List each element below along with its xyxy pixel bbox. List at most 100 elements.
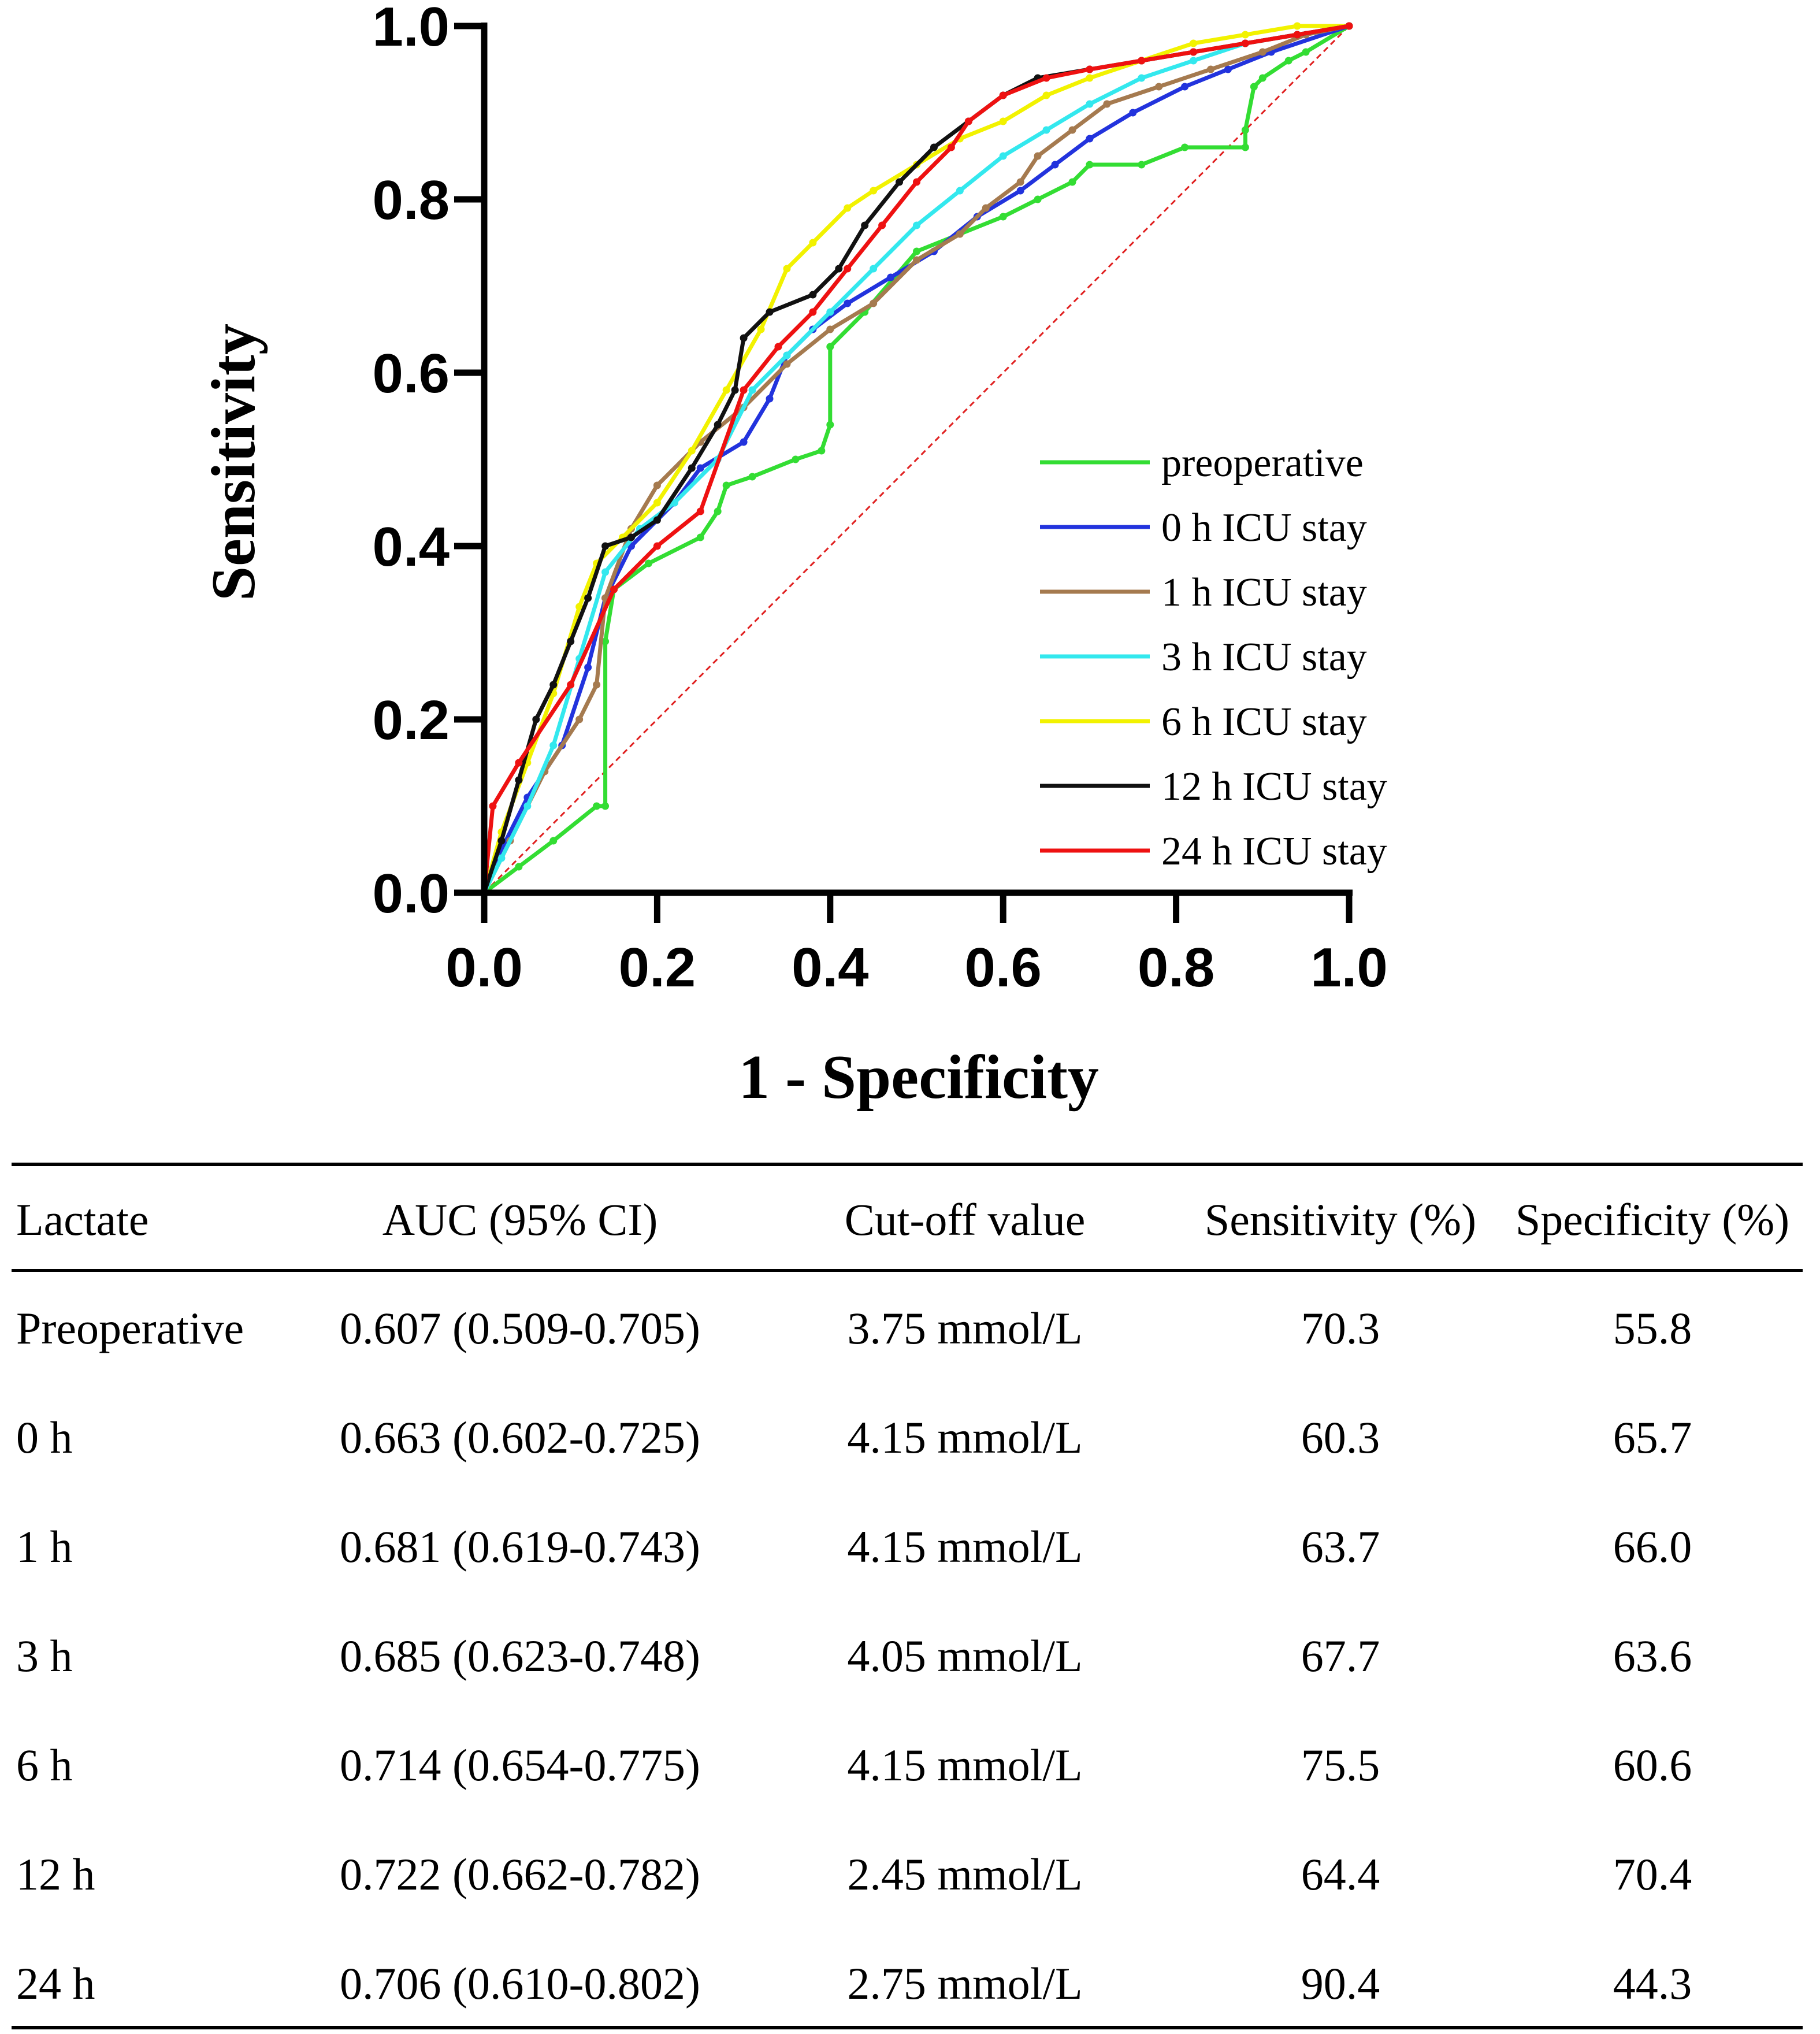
series-4-point bbox=[956, 187, 964, 195]
series-3-point bbox=[783, 360, 791, 368]
series-6-point bbox=[497, 837, 506, 845]
series-6-point bbox=[740, 334, 748, 342]
column-header: Lactate bbox=[16, 1194, 149, 1245]
series-2-point bbox=[1224, 65, 1232, 73]
series-6-point bbox=[766, 308, 774, 316]
series-6-point bbox=[549, 681, 558, 689]
series-5-point bbox=[575, 603, 584, 611]
series-3-point bbox=[982, 204, 990, 212]
series-layer bbox=[480, 22, 1353, 897]
series-5-point bbox=[870, 187, 878, 195]
series-2-point bbox=[584, 663, 592, 671]
series-5-point bbox=[783, 265, 791, 273]
series-3-point bbox=[913, 256, 920, 264]
y-tick-label: 0.4 bbox=[373, 516, 450, 578]
table-cell: 0.722 (0.662-0.782) bbox=[340, 1849, 700, 1899]
series-7-point bbox=[999, 91, 1007, 99]
series-1-point bbox=[714, 507, 722, 515]
series-7-point bbox=[740, 386, 748, 394]
y-tick-label: 1.0 bbox=[373, 0, 450, 58]
series-1-point bbox=[1241, 143, 1249, 151]
series-7-point bbox=[878, 221, 886, 229]
series-7-point bbox=[653, 542, 661, 550]
series-7-point bbox=[1042, 74, 1050, 82]
series-6-point bbox=[809, 291, 817, 299]
series-3-point bbox=[1016, 178, 1024, 186]
x-tick-label: 0.4 bbox=[792, 937, 868, 999]
table-cell: 2.45 mmol/L bbox=[847, 1849, 1083, 1899]
legend-item-1: preoperative bbox=[1040, 441, 1364, 485]
series-4-point bbox=[549, 741, 558, 749]
series-2-point bbox=[1181, 83, 1189, 91]
series-5-point bbox=[722, 386, 730, 394]
x-tick-label: 0.8 bbox=[1138, 937, 1214, 999]
table-cell: 90.4 bbox=[1301, 1958, 1380, 2009]
series-5-point bbox=[809, 239, 817, 247]
column-header: Cut-off value bbox=[844, 1194, 1086, 1245]
series-2-point bbox=[887, 273, 895, 281]
legend-item-7: 24 h ICU stay bbox=[1040, 829, 1387, 874]
table-cell: 60.6 bbox=[1613, 1740, 1692, 1790]
series-3-point bbox=[870, 299, 878, 307]
series-7-point bbox=[809, 308, 817, 316]
x-axis-title: 1 - Specificity bbox=[738, 1043, 1099, 1112]
series-4-point bbox=[870, 265, 878, 273]
series-6-point bbox=[688, 464, 696, 472]
series-7-point bbox=[774, 343, 782, 351]
legend-item-3: 1 h ICU stay bbox=[1040, 570, 1367, 615]
legend-item-2: 0 h ICU stay bbox=[1040, 506, 1367, 550]
table-cell: 3 h bbox=[16, 1631, 73, 1681]
column-header: Sensitivity (%) bbox=[1204, 1194, 1477, 1245]
series-7-point bbox=[515, 759, 523, 767]
series-1-point bbox=[696, 533, 704, 541]
series-1-point bbox=[826, 421, 834, 429]
series-3-point bbox=[593, 681, 601, 689]
series-2-point bbox=[1016, 187, 1024, 195]
series-7-point bbox=[696, 507, 704, 515]
series-6-point bbox=[835, 265, 843, 273]
table-cell: 63.6 bbox=[1613, 1631, 1692, 1681]
table-cell: 0.714 (0.654-0.775) bbox=[340, 1740, 700, 1790]
series-1-point bbox=[826, 343, 834, 351]
table-cell: 66.0 bbox=[1613, 1521, 1692, 1572]
series-4-point bbox=[1042, 126, 1050, 134]
series-3-point bbox=[1258, 48, 1266, 56]
series-4-point bbox=[497, 854, 506, 862]
table-cell: 44.3 bbox=[1613, 1958, 1692, 2009]
series-4-point bbox=[1190, 57, 1198, 65]
legend-label: 3 h ICU stay bbox=[1161, 635, 1367, 680]
series-1-point bbox=[1250, 83, 1258, 91]
table-cell: 60.3 bbox=[1301, 1412, 1380, 1463]
series-5-point bbox=[1190, 39, 1198, 47]
y-tick-label: 0.2 bbox=[373, 689, 450, 751]
series-1-point bbox=[1068, 178, 1076, 186]
table-cell: 4.05 mmol/L bbox=[847, 1631, 1083, 1681]
y-axis-title: Sensitivity bbox=[199, 324, 268, 601]
table-cell: 4.15 mmol/L bbox=[847, 1740, 1083, 1790]
table-cell: 4.15 mmol/L bbox=[847, 1521, 1083, 1572]
x-tick-label: 1.0 bbox=[1310, 937, 1387, 999]
table-cell: 4.15 mmol/L bbox=[847, 1412, 1083, 1463]
table-cell: 0 h bbox=[16, 1412, 73, 1463]
legend-label: 24 h ICU stay bbox=[1161, 829, 1387, 874]
series-6-point bbox=[515, 776, 523, 784]
series-7-point bbox=[947, 143, 955, 151]
series-3-point bbox=[575, 715, 584, 723]
table-cell: 0.706 (0.610-0.802) bbox=[340, 1958, 700, 2009]
series-3-point bbox=[1103, 100, 1111, 108]
legend-label: 6 h ICU stay bbox=[1161, 700, 1367, 744]
legend-label: 0 h ICU stay bbox=[1161, 506, 1367, 550]
series-5-point bbox=[653, 499, 661, 507]
series-1-point bbox=[818, 447, 826, 455]
series-5-point bbox=[1241, 31, 1249, 39]
column-header: Specificity (%) bbox=[1515, 1194, 1790, 1245]
roc-chart: 0.0 0.2 0.4 0.6 0.8 1.0 0.0 0.2 0.4 0.6 0.8 1.0 pre… bbox=[199, 0, 1388, 1112]
series-5-point bbox=[688, 447, 696, 455]
table-bottom-rule bbox=[12, 2026, 1803, 2029]
y-tick-label: 0.0 bbox=[373, 863, 450, 925]
series-1-point bbox=[644, 559, 652, 567]
column-header: AUC (95% CI) bbox=[382, 1194, 658, 1245]
series-3-point bbox=[1034, 152, 1042, 160]
series-4-point bbox=[1086, 100, 1094, 108]
series-4-point bbox=[1138, 74, 1146, 82]
